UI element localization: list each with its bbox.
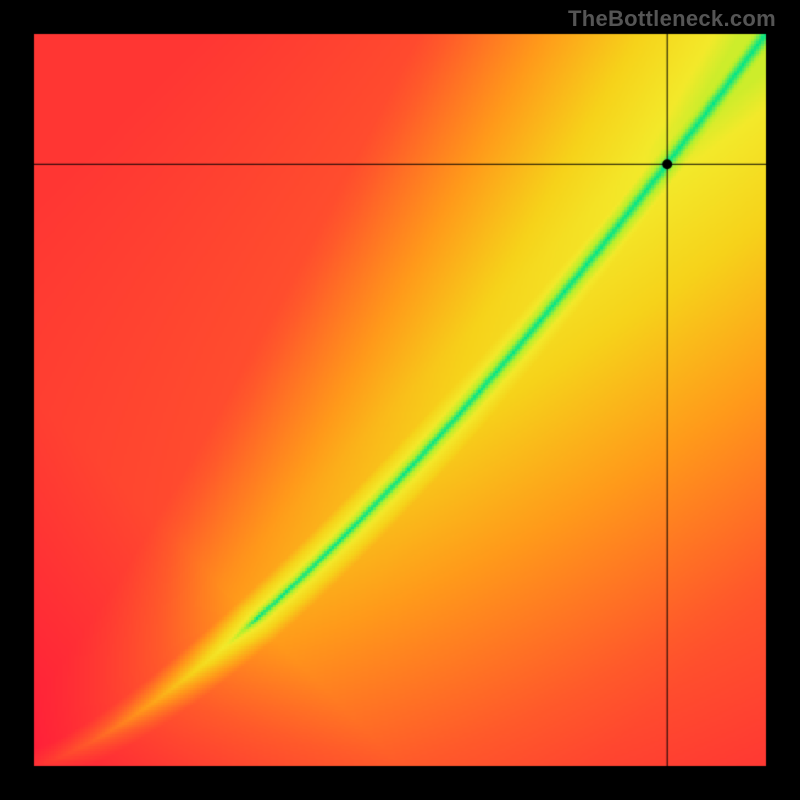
watermark-label: TheBottleneck.com [568,6,776,32]
bottleneck-heatmap [0,0,800,800]
chart-container: TheBottleneck.com [0,0,800,800]
